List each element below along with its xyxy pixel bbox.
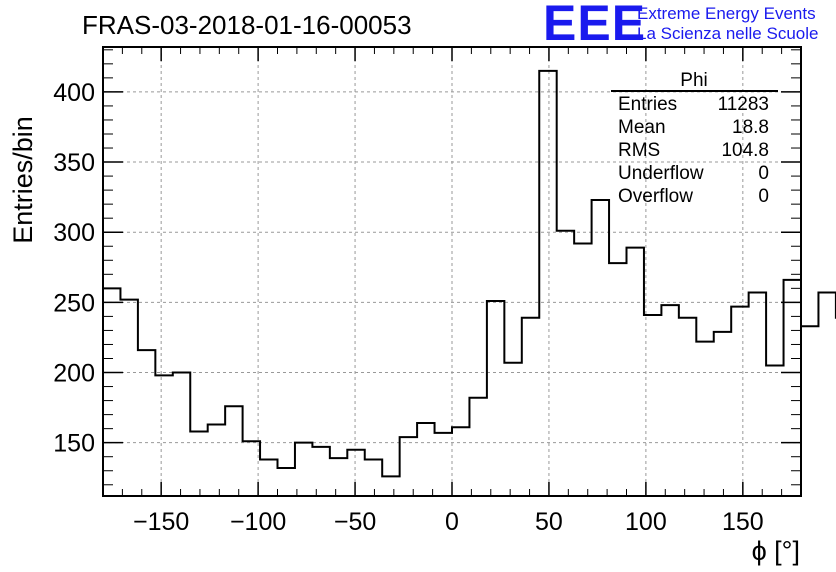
brand-line-1: Extreme Energy Events (637, 4, 816, 23)
histogram-bin (330, 458, 347, 496)
y-tick-label: 300 (53, 219, 95, 247)
histogram-bin (696, 342, 713, 496)
histogram-bin (225, 406, 242, 496)
y-tick-label: 200 (53, 360, 95, 388)
y-tick-label: 350 (53, 149, 95, 177)
brand-line-2: La Scienza nelle Scuole (637, 24, 819, 43)
histogram-bin (260, 460, 277, 496)
histogram-bin (469, 398, 486, 496)
x-axis-label: ϕ [°] (752, 536, 800, 566)
histogram-bin (173, 373, 190, 496)
histogram-bin (627, 248, 644, 496)
stats-row-value: 11283 (718, 94, 769, 115)
histogram-bin (766, 366, 783, 496)
histogram-bin (295, 443, 312, 496)
x-tick-label: −50 (334, 508, 376, 536)
stats-row-label: Overflow (618, 186, 693, 207)
histogram-bin (539, 71, 556, 496)
histogram-bin (522, 318, 539, 496)
x-tick-label: −150 (133, 508, 189, 536)
stats-row-label: RMS (618, 140, 660, 161)
stats-row-label: Entries (618, 94, 677, 115)
histogram-bin (312, 447, 329, 496)
stats-row-label: Mean (618, 117, 666, 138)
histogram-bin (382, 476, 399, 496)
histogram-bin (592, 200, 609, 496)
x-tick-label: 100 (625, 508, 667, 536)
histogram-bin (784, 280, 801, 496)
histogram-bin (714, 332, 731, 496)
histogram-bin (731, 307, 748, 496)
histogram-bin (365, 460, 382, 496)
histogram-bin (679, 318, 696, 496)
y-tick-label: 400 (53, 79, 95, 107)
histogram-bin (661, 305, 678, 496)
stats-row-label: Underflow (618, 163, 704, 184)
x-tick-label: 150 (722, 508, 764, 536)
histogram-bin (487, 301, 504, 496)
stats-row-value: 18.8 (732, 117, 769, 138)
histogram-bin (400, 437, 417, 496)
histogram-bin (190, 431, 207, 496)
histogram-bin (417, 423, 434, 496)
histogram-bin (801, 326, 818, 496)
histogram-bin (103, 288, 120, 496)
x-tick-label: 50 (535, 508, 563, 536)
y-tick-label: 150 (53, 430, 95, 458)
eee-logo: EEE (543, 0, 647, 51)
histogram-bin (347, 450, 364, 496)
histogram-bin (609, 263, 626, 496)
histogram-bin (435, 433, 452, 496)
y-axis-label: Entries/bin (8, 116, 38, 244)
histogram-bin (818, 293, 835, 496)
histogram-step-line (103, 69, 836, 478)
x-tick-label: −100 (230, 508, 286, 536)
histogram-bin (557, 231, 574, 496)
y-tick-label: 250 (53, 289, 95, 317)
histogram-bin (120, 300, 137, 496)
stats-row-value: 0 (758, 186, 769, 207)
histogram-bin (155, 375, 172, 496)
histogram-bin (749, 293, 766, 496)
histogram-bin (278, 468, 295, 496)
stats-box-name: Phi (680, 70, 707, 91)
chart-title: FRAS-03-2018-01-16-00053 (82, 10, 412, 40)
x-tick-label: 0 (445, 508, 459, 536)
histogram-bin (644, 315, 661, 496)
histogram-bin (138, 350, 155, 496)
histogram-bin (208, 424, 225, 496)
stats-row-value: 104.8 (721, 140, 769, 161)
histogram-bin (452, 427, 469, 496)
stats-row-value: 0 (758, 163, 769, 184)
histogram-bin (574, 243, 591, 496)
histogram-bin (504, 363, 521, 496)
